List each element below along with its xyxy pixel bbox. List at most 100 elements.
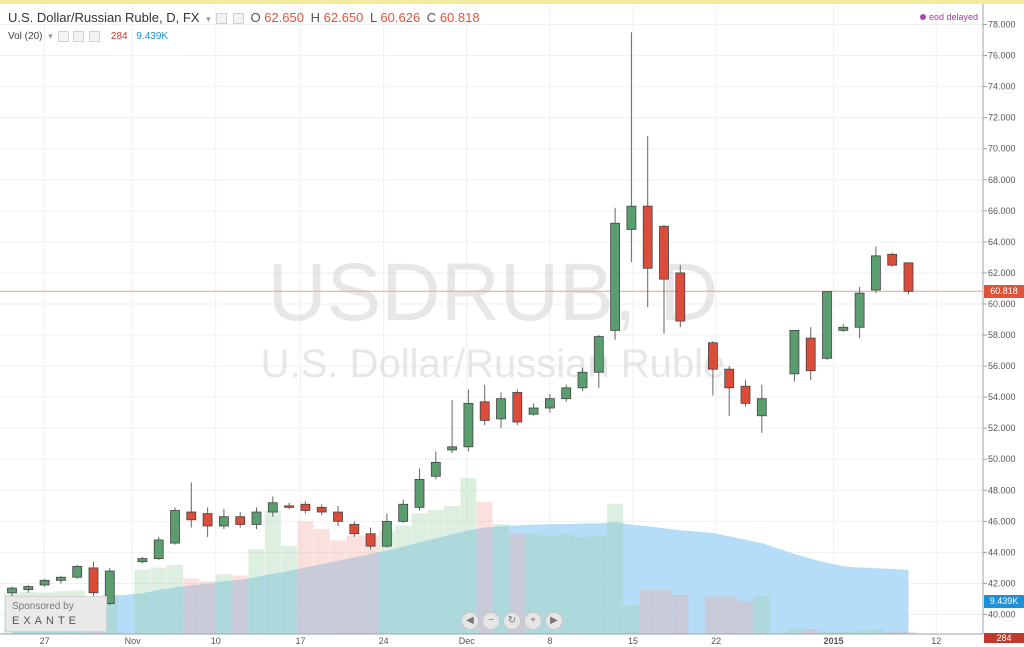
- price-axis[interactable]: 40.000 42.000 44.000 46.000 48.000 50.000 52.0…: [982, 4, 1024, 634]
- sponsor-label: Sponsored by: [12, 601, 74, 612]
- legend-hide-icon[interactable]: [232, 13, 244, 25]
- sponsor-logo: EXANTE: [12, 615, 81, 627]
- volume-bar: [786, 628, 803, 634]
- volume-bar: [753, 596, 770, 634]
- time-tick-label: 10: [211, 636, 221, 646]
- volume-bar: [264, 510, 281, 634]
- candle-up: [528, 407, 539, 415]
- volume-ma-tag: 9.439K: [984, 595, 1024, 608]
- time-tick-label: 17: [296, 636, 306, 646]
- volume-bar: [851, 630, 868, 634]
- candle-up: [251, 511, 262, 525]
- volume-bar: [574, 537, 591, 634]
- volume-close-icon[interactable]: [89, 31, 101, 42]
- legend-settings-icon[interactable]: [216, 13, 228, 25]
- candle-up: [593, 336, 604, 373]
- volume-bar: [378, 530, 395, 634]
- eod-text: eod delayed: [928, 12, 978, 22]
- volume-bar: [183, 578, 200, 634]
- chart-grid: [0, 5, 983, 634]
- time-tick-label: Dec: [459, 636, 476, 646]
- candle-down: [316, 506, 327, 513]
- price-axis-bg: [983, 4, 1024, 634]
- candle-down: [479, 401, 490, 421]
- candle-up: [414, 479, 425, 508]
- volume-settings-icon[interactable]: [73, 31, 85, 42]
- volume-bar: [900, 632, 917, 634]
- volume-bar: [411, 513, 428, 634]
- volume-bar: [313, 528, 330, 634]
- price-tick-label: 66.000: [988, 206, 1016, 216]
- price-tick-label: 56.000: [988, 361, 1016, 371]
- volume-bar: [541, 535, 558, 634]
- candle-down: [708, 342, 718, 370]
- top-accent-bar: [0, 0, 1024, 4]
- price-tick-label: 70.000: [988, 144, 1016, 154]
- volume-bar: [150, 567, 167, 634]
- scroll-right-button[interactable]: ▶: [545, 612, 563, 630]
- price-tick-label: 64.000: [988, 237, 1016, 247]
- low-value: 60.626: [380, 10, 421, 25]
- candle-down: [202, 513, 213, 527]
- price-tick-label: 62.000: [988, 268, 1016, 278]
- volume-bar: [444, 505, 461, 634]
- volume-bar: [623, 605, 640, 634]
- time-tick-label: 2015: [824, 636, 844, 646]
- candle-up: [72, 565, 83, 578]
- volume-bar: [199, 581, 216, 634]
- high-label: H: [310, 10, 321, 25]
- volume-menu-caret-icon[interactable]: ▾: [48, 31, 53, 42]
- time-tick-label: 12: [931, 636, 941, 646]
- volume-last-tag: 284: [984, 633, 1024, 643]
- candle-up: [170, 510, 180, 544]
- volume-bar: [672, 594, 689, 634]
- candle-down: [365, 533, 376, 547]
- candle-down: [349, 524, 360, 535]
- candle-up: [561, 387, 572, 400]
- candle-up: [463, 402, 474, 448]
- candle-up: [545, 398, 555, 409]
- symbol-menu-caret-icon[interactable]: ▾: [206, 14, 211, 24]
- symbol-title[interactable]: U.S. Dollar/Russian Ruble, D, FX: [8, 10, 200, 25]
- candle-up: [789, 329, 800, 375]
- candle-up: [626, 205, 637, 230]
- volume-bar: [297, 521, 314, 634]
- candle-down: [512, 392, 523, 423]
- candle-up: [267, 502, 278, 513]
- volume-bar: [737, 601, 754, 634]
- volume-bar: [525, 533, 542, 634]
- volume-bar: [395, 525, 412, 634]
- candle-down: [659, 225, 669, 280]
- price-tick-label: 60.000: [988, 299, 1016, 309]
- volume-bar: [884, 631, 901, 634]
- close-value: 60.818: [439, 10, 480, 25]
- volume-bar: [330, 540, 346, 634]
- zoom-out-button[interactable]: −: [482, 612, 500, 630]
- price-tick-label: 44.000: [988, 547, 1016, 557]
- candle-up: [39, 579, 50, 586]
- scroll-left-button[interactable]: ◀: [461, 612, 479, 630]
- candle-down: [333, 511, 343, 522]
- candle-down: [903, 262, 914, 292]
- volume-bar: [476, 501, 493, 634]
- time-tick-label: 22: [711, 636, 721, 646]
- price-tick-label: 42.000: [988, 578, 1016, 588]
- candle-up: [7, 587, 17, 594]
- sponsor-badge[interactable]: Sponsored by EXANTE: [5, 596, 107, 632]
- volume-eye-icon[interactable]: [57, 31, 69, 42]
- price-tick-label: 50.000: [988, 454, 1016, 464]
- volume-bar: [607, 503, 624, 634]
- zoom-in-button[interactable]: +: [524, 612, 542, 630]
- volume-bar: [167, 564, 183, 634]
- volume-title[interactable]: Vol (20): [8, 31, 43, 43]
- volume-bar: [835, 631, 852, 634]
- volume-bar: [248, 549, 265, 634]
- volume-bar: [427, 509, 444, 634]
- time-axis[interactable]: 27 Nov 10 17 24 Dec 8 15 22 2015 12: [0, 633, 1024, 647]
- volume-ma-value: 9.439K: [136, 31, 169, 43]
- candle-up: [577, 371, 588, 389]
- chart-navigation: ◀ − ↻ + ▶: [461, 610, 566, 630]
- reset-chart-button[interactable]: ↻: [503, 612, 521, 630]
- volume-bar: [721, 596, 738, 634]
